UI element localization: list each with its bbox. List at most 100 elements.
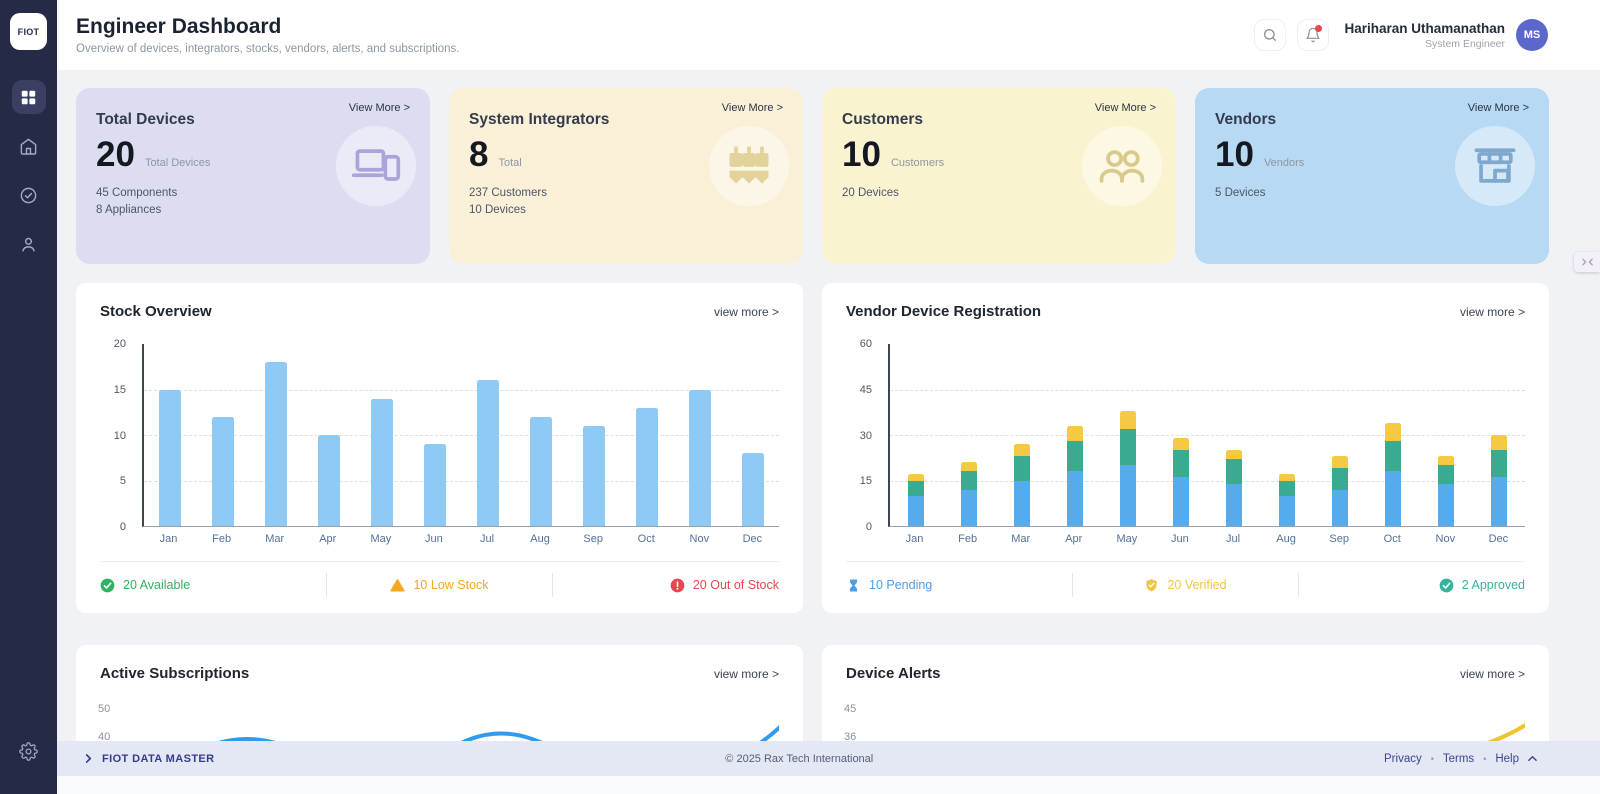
stat-detail: 45 Components [96, 187, 178, 199]
stat-card-title: Customers [842, 111, 923, 128]
x-tick-label: Jul [479, 533, 495, 545]
legend-separator [325, 573, 327, 597]
stat-detail: 5 Devices [1215, 187, 1266, 199]
view-more-link[interactable]: View More > [721, 102, 783, 114]
bar-segment-approved [961, 462, 978, 472]
x-tick-label: Oct [637, 533, 655, 545]
stat-card-total-devices: Total Devices View More > 20 Total Devic… [76, 88, 430, 264]
bar-segment-pending [1067, 471, 1084, 526]
view-more-link[interactable]: view more > [713, 304, 779, 319]
stock-overview-plot: 0 5 10 15 20 [100, 338, 779, 533]
x-tick-label: Mar [1011, 533, 1031, 545]
bar-segment-pending [1437, 483, 1454, 526]
sidebar-item-approvals[interactable] [12, 178, 46, 212]
footer-dot: • [1483, 753, 1487, 764]
x-tick-label: Aug [530, 533, 550, 545]
x-tick-label: Sep [583, 533, 603, 545]
footer-link-terms[interactable]: Terms [1442, 752, 1475, 765]
bar-segment-approved [1278, 474, 1295, 481]
stat-card-title: System Integrators [469, 111, 610, 128]
bar-slot [1155, 344, 1208, 526]
x-tick-label: Sep [1329, 533, 1349, 545]
bottom-charts-row: Active Subscriptions view more > 50 40 D… [76, 645, 1549, 741]
bar-segment-approved [1067, 425, 1084, 442]
stat-card-title: Vendors [1215, 111, 1277, 128]
app-logo[interactable]: FIOT [10, 13, 47, 50]
legend-item-low-stock: 10 Low Stock [327, 578, 553, 593]
bar [688, 389, 711, 526]
warning-triangle-icon [390, 578, 406, 591]
footer-dot: • [1430, 753, 1434, 764]
bars [890, 344, 1525, 526]
bar-slot [1366, 344, 1419, 526]
legend-item-approved: 2 Approved [1299, 578, 1525, 593]
stat-value: 10 [1215, 135, 1254, 174]
stat-icon-circle [1082, 126, 1162, 206]
footer-link-privacy[interactable]: Privacy [1384, 752, 1422, 765]
bar-segment-verified [1225, 459, 1242, 484]
gridline [890, 389, 1525, 391]
bar-segment-verified [1490, 450, 1507, 478]
chevron-right-icon [85, 754, 92, 763]
sidebar-item-dashboard[interactable] [11, 80, 46, 114]
footer-copyright: © 2025 Rax Tech International [725, 752, 874, 765]
footer-link-help[interactable]: Help [1495, 752, 1519, 765]
vendor-registration-card: Vendor Device Registration view more > 0… [822, 283, 1549, 613]
legend-label: 10 Pending [869, 578, 933, 592]
storefront-icon [1474, 148, 1516, 183]
bar-slot [890, 344, 943, 526]
legend-separator [1071, 573, 1073, 597]
x-tick-label: May [1116, 533, 1138, 545]
gridline [890, 435, 1525, 436]
dashboard-content: Total Devices View More > 20 Total Devic… [57, 70, 1600, 741]
sidebar-item-settings[interactable] [12, 734, 46, 768]
stacked-bar [1278, 344, 1295, 526]
chevron-up-icon [1528, 755, 1537, 762]
legend-item-verified: 20 Verified [1073, 578, 1299, 593]
screen-edge-widget [1574, 252, 1600, 272]
view-more-link[interactable]: View More > [1467, 102, 1529, 114]
footer-brand-toggle[interactable]: FIOT DATA MASTER [84, 753, 215, 765]
view-more-link[interactable]: view more > [1459, 666, 1525, 681]
stat-icon-circle [336, 126, 416, 206]
stat-caption: Total [498, 157, 522, 169]
bar-segment-approved [1384, 422, 1401, 442]
sidebar-item-home[interactable] [12, 129, 46, 163]
stat-value: 20 [96, 135, 135, 174]
bar-segment-verified [1173, 450, 1190, 478]
x-tick-label: Jan [905, 533, 924, 545]
view-more-link[interactable]: View More > [348, 102, 410, 114]
bar-slot [514, 344, 567, 526]
chart-title: Stock Overview [100, 303, 212, 320]
bar-segment-pending [908, 495, 925, 526]
bar-slot [943, 344, 996, 526]
stat-detail: 20 Devices [842, 187, 899, 199]
stock-legend: 20 Available 10 Low Stock 20 Out of Stoc… [100, 561, 779, 603]
stat-value: 8 [469, 135, 489, 174]
gridline [144, 389, 779, 391]
stat-card-vendors: Vendors View More > 10 Vendors 5 Devices [1195, 88, 1549, 264]
sidebar-item-users[interactable] [12, 227, 46, 261]
view-more-link[interactable]: view more > [713, 666, 779, 681]
success-check-icon [100, 578, 115, 592]
bar-slot [1260, 344, 1313, 526]
bar-segment-approved [1014, 444, 1031, 457]
gridline [890, 480, 1525, 482]
bar-segment-approved [908, 474, 925, 481]
avatar[interactable]: MS [1516, 19, 1548, 51]
stat-card-title: Total Devices [96, 111, 195, 128]
bar-slot [303, 344, 356, 526]
notifications-button[interactable] [1297, 19, 1330, 51]
view-more-link[interactable]: view more > [1459, 304, 1525, 319]
view-more-link[interactable]: View More > [1094, 102, 1156, 114]
bar [371, 398, 394, 526]
hourglass-icon [849, 579, 858, 591]
x-tick-label: Apr [1065, 533, 1083, 545]
bar [265, 362, 288, 526]
bar-slot [1102, 344, 1155, 526]
x-tick-label: Oct [1383, 533, 1401, 545]
x-tick-label: May [370, 533, 392, 545]
search-button[interactable] [1254, 19, 1287, 51]
bar-slot [409, 344, 462, 526]
y-tick-label: 40 [98, 731, 111, 741]
